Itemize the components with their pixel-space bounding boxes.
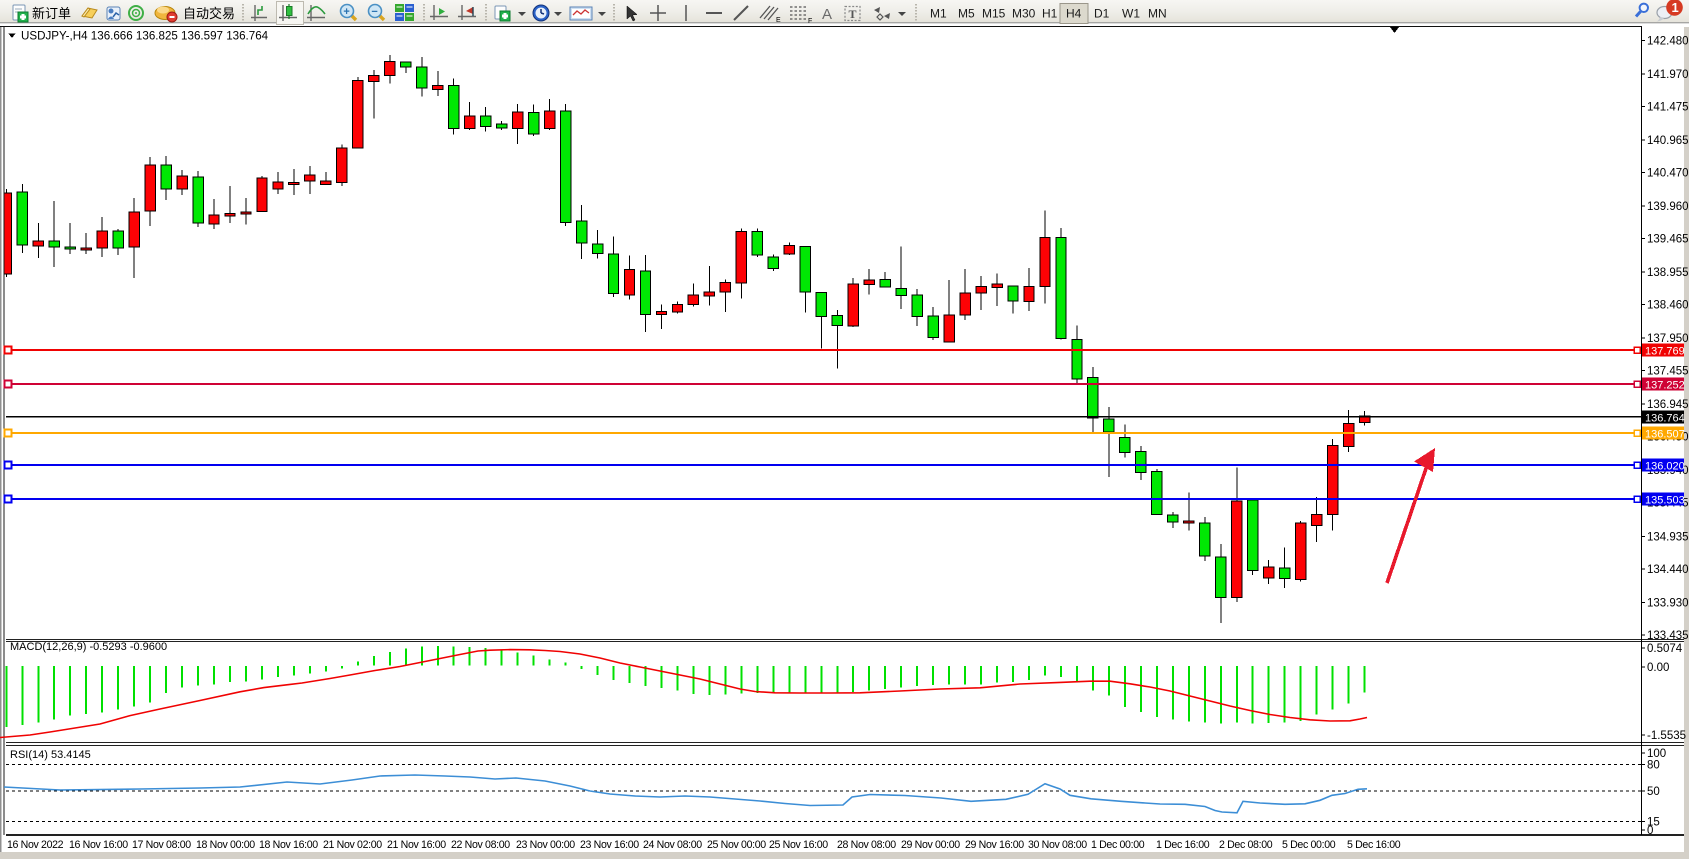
svg-text:23 Nov 16:00: 23 Nov 16:00	[580, 839, 639, 851]
svg-text:E: E	[776, 17, 781, 24]
svg-text:138.955: 138.955	[1647, 267, 1689, 279]
svg-text:D1: D1	[1094, 7, 1110, 21]
svg-text:1 Dec 00:00: 1 Dec 00:00	[1091, 839, 1145, 851]
svg-text:137.252: 137.252	[1645, 379, 1685, 391]
svg-text:133.435: 133.435	[1647, 630, 1689, 642]
svg-text:50: 50	[1647, 786, 1660, 798]
svg-text:141.475: 141.475	[1647, 102, 1689, 114]
svg-text:140.470: 140.470	[1647, 168, 1689, 180]
svg-text:142.480: 142.480	[1647, 36, 1689, 48]
svg-text:0.5074: 0.5074	[1647, 643, 1683, 655]
svg-text:138.460: 138.460	[1647, 300, 1689, 312]
svg-text:25 Nov 16:00: 25 Nov 16:00	[769, 839, 828, 851]
svg-text:1: 1	[1672, 0, 1679, 15]
svg-text:M30: M30	[1012, 7, 1036, 21]
svg-text:141.970: 141.970	[1647, 69, 1689, 81]
svg-text:29 Nov 00:00: 29 Nov 00:00	[901, 839, 960, 851]
svg-text:137.950: 137.950	[1647, 333, 1689, 345]
svg-text:135.503: 135.503	[1645, 494, 1685, 506]
svg-text:T: T	[849, 7, 857, 21]
svg-text:W1: W1	[1122, 7, 1140, 21]
svg-text:134.440: 134.440	[1647, 564, 1689, 576]
svg-text:137.769: 137.769	[1645, 345, 1685, 357]
svg-text:0: 0	[1647, 825, 1653, 837]
svg-text:H1: H1	[1042, 7, 1058, 21]
svg-text:16 Nov 2022: 16 Nov 2022	[7, 839, 64, 851]
svg-text:30 Nov 08:00: 30 Nov 08:00	[1028, 839, 1087, 851]
svg-text:28 Nov 08:00: 28 Nov 08:00	[837, 839, 896, 851]
svg-text:100: 100	[1647, 748, 1666, 760]
svg-text:自动交易: 自动交易	[183, 6, 235, 21]
svg-text:24 Nov 08:00: 24 Nov 08:00	[643, 839, 702, 851]
svg-text:133.930: 133.930	[1647, 597, 1689, 609]
svg-text:新订单: 新订单	[32, 6, 71, 21]
svg-text:139.960: 139.960	[1647, 201, 1689, 213]
svg-text:2 Dec 08:00: 2 Dec 08:00	[1219, 839, 1273, 851]
svg-text:139.465: 139.465	[1647, 234, 1689, 246]
svg-text:18 Nov 16:00: 18 Nov 16:00	[259, 839, 318, 851]
svg-text:136.020: 136.020	[1645, 460, 1685, 472]
svg-text:1 Dec 16:00: 1 Dec 16:00	[1156, 839, 1210, 851]
svg-text:5 Dec 16:00: 5 Dec 16:00	[1347, 839, 1401, 851]
svg-text:F: F	[808, 18, 812, 25]
svg-text:22 Nov 08:00: 22 Nov 08:00	[451, 839, 510, 851]
svg-text:MN: MN	[1148, 7, 1167, 21]
svg-text:80: 80	[1647, 760, 1660, 772]
svg-text:17 Nov 08:00: 17 Nov 08:00	[132, 839, 191, 851]
svg-text:MACD(12,26,9) -0.5293 -0.9600: MACD(12,26,9) -0.5293 -0.9600	[10, 641, 167, 653]
svg-text:137.455: 137.455	[1647, 366, 1689, 378]
svg-text:−: −	[371, 6, 377, 18]
svg-text:M1: M1	[930, 7, 947, 21]
svg-text:M5: M5	[958, 7, 975, 21]
svg-text:21 Nov 16:00: 21 Nov 16:00	[387, 839, 446, 851]
svg-text:136.945: 136.945	[1647, 399, 1689, 411]
svg-text:A: A	[822, 6, 832, 23]
svg-text:15: 15	[1647, 817, 1660, 829]
svg-text:136.764: 136.764	[1645, 412, 1685, 424]
svg-text:0.00: 0.00	[1647, 662, 1669, 674]
svg-text:+: +	[343, 6, 349, 18]
svg-text:M15: M15	[982, 7, 1006, 21]
svg-text:25 Nov 00:00: 25 Nov 00:00	[707, 839, 766, 851]
svg-text:21 Nov 02:00: 21 Nov 02:00	[323, 839, 382, 851]
svg-text:USDJPY-,H4 136.666 136.825 13: USDJPY-,H4 136.666 136.825 136.597 136.7…	[21, 29, 269, 42]
svg-text:RSI(14) 53.4145: RSI(14) 53.4145	[10, 749, 91, 761]
svg-text:134.935: 134.935	[1647, 531, 1689, 543]
svg-text:18 Nov 00:00: 18 Nov 00:00	[196, 839, 255, 851]
svg-text:16 Nov 16:00: 16 Nov 16:00	[69, 839, 128, 851]
svg-text:5 Dec 00:00: 5 Dec 00:00	[1282, 839, 1336, 851]
svg-text:140.965: 140.965	[1647, 135, 1689, 147]
svg-text:-1.5535: -1.5535	[1647, 730, 1686, 742]
svg-text:H4: H4	[1066, 7, 1082, 21]
svg-text:29 Nov 16:00: 29 Nov 16:00	[965, 839, 1024, 851]
svg-text:23 Nov 00:00: 23 Nov 00:00	[516, 839, 575, 851]
svg-text:136.507: 136.507	[1645, 428, 1685, 440]
